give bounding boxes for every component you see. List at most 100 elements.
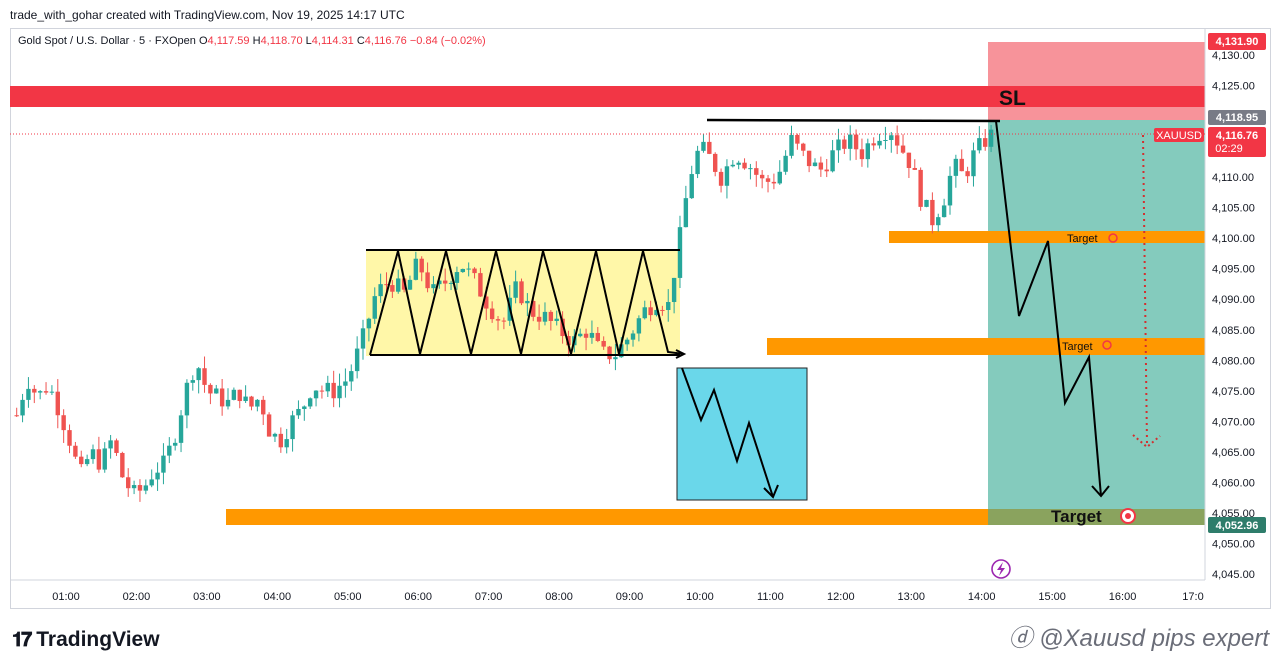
x-tick-label: 09:00: [616, 591, 644, 603]
ref-price-tag: [1208, 110, 1266, 125]
candle-body: [390, 285, 395, 292]
bands-layer: [10, 86, 1205, 525]
high-value: 4,118.70: [260, 35, 303, 47]
candle-body: [302, 406, 307, 409]
ref-price-text: 4,118.95: [1216, 112, 1258, 124]
close-value: 4,116.76: [364, 35, 407, 47]
sl-band[interactable]: [10, 86, 1205, 107]
reward-zone: [988, 120, 1205, 524]
zigzag-pattern[interactable]: [369, 250, 685, 356]
candle-body: [613, 357, 618, 360]
candle-body: [812, 162, 818, 167]
candle-body: [777, 171, 782, 184]
candle-body: [977, 138, 982, 151]
resistance-line[interactable]: [706, 118, 1001, 123]
x-tick-label: 11:00: [757, 591, 784, 603]
zigzag-arrowhead: [675, 349, 687, 359]
x-tick-label: 02:00: [123, 591, 151, 603]
candle-body: [484, 296, 489, 309]
y-tick-label: 4,085.00: [1212, 325, 1255, 337]
candle-body: [871, 143, 876, 146]
candle-body: [167, 445, 172, 456]
y-tick-label: 4,065.00: [1212, 447, 1255, 459]
candle-body: [554, 318, 559, 321]
candle-body: [525, 300, 530, 304]
candle-body: [953, 158, 959, 176]
candle-body: [677, 227, 683, 278]
candle-body: [284, 439, 289, 448]
target-band-2[interactable]: [767, 338, 1205, 355]
zones-layer: [366, 42, 1205, 524]
candle-body: [26, 388, 31, 400]
candle-body: [736, 162, 741, 165]
high-label: H: [252, 35, 261, 47]
target-band-3[interactable]: [226, 509, 1205, 525]
candle-body: [848, 134, 853, 149]
close-label: C: [356, 35, 365, 47]
candle-body: [489, 308, 495, 320]
candle-body: [889, 135, 894, 141]
candle-body: [172, 442, 178, 446]
x-tick-label: 17:0: [1182, 591, 1203, 603]
candle-body: [137, 485, 143, 491]
sl-label: SL: [999, 87, 1026, 110]
candle-body: [255, 399, 260, 407]
price-tags: 4,131.90 4,118.95 XAUUSD 4,116.76 02:29 …: [1154, 33, 1266, 533]
candle-body: [742, 162, 747, 169]
projection-zigzag[interactable]: [681, 367, 774, 498]
candle-body: [202, 368, 207, 385]
candle-body: [296, 408, 301, 416]
author-watermark: ⓓ @Xauusd pips expert: [1009, 618, 1270, 653]
candle-body: [560, 318, 565, 337]
candle-body: [519, 281, 524, 304]
main-projection-path[interactable]: [995, 120, 1102, 497]
candle-body: [419, 258, 424, 273]
drawings-layer[interactable]: [366, 118, 1161, 499]
candle-body: [108, 440, 113, 449]
x-tick-label: 12:00: [827, 591, 855, 603]
candle-body: [947, 175, 953, 206]
y-tick-label: 4,125.00: [1212, 81, 1255, 93]
candle-body: [583, 333, 589, 338]
candle-body: [243, 396, 248, 402]
candle-body: [225, 399, 231, 407]
candle-body: [184, 382, 190, 416]
lightning-icon[interactable]: [991, 559, 1011, 579]
candle-body: [272, 433, 278, 437]
candle-body: [237, 389, 242, 402]
low-value: 4,114.31: [311, 35, 354, 47]
candle-body: [648, 307, 653, 316]
last-price-text: 4,116.76: [1216, 130, 1258, 142]
symbol-info-line[interactable]: Gold Spot / U.S. Dollar · 5 · FXOpen O 4,…: [18, 35, 486, 47]
x-tick-label: 06:00: [404, 591, 432, 603]
y-tick-label: 4,090.00: [1212, 294, 1255, 306]
candle-body: [824, 169, 829, 172]
symbol-name[interactable]: Gold Spot / U.S. Dollar · 5 · FXOpen: [18, 35, 196, 47]
y-tick-label: 4,080.00: [1212, 355, 1255, 367]
candle-body: [883, 140, 888, 142]
axes-layer: 4,045.00 4,050.00 4,055.00 4,060.00 4,065.00…: [10, 29, 1255, 603]
dotted-projection-head: [1132, 434, 1161, 449]
candle-body: [149, 479, 154, 486]
candle-body: [407, 279, 413, 290]
candle-body: [437, 280, 442, 285]
tradingview-logo[interactable]: 𝟏𝟕 TradingView: [12, 628, 160, 652]
candle-body: [261, 399, 266, 415]
candle-body: [912, 167, 917, 170]
lightning-icon: [997, 562, 1005, 576]
candle-body: [642, 307, 647, 319]
candle-body: [918, 169, 923, 207]
target-band-1[interactable]: [889, 231, 1205, 243]
target-icon: [1102, 340, 1112, 350]
candle-body: [126, 477, 131, 489]
sl-price-text: 4,131.90: [1216, 36, 1259, 48]
candle-body: [61, 415, 66, 431]
candle-body: [454, 272, 460, 283]
open-label: O: [198, 35, 208, 47]
y-tick-label: 4,100.00: [1212, 233, 1255, 245]
candle-body: [290, 415, 295, 440]
candle-body: [548, 311, 554, 321]
candle-body: [366, 318, 372, 329]
candle-body: [765, 178, 771, 182]
